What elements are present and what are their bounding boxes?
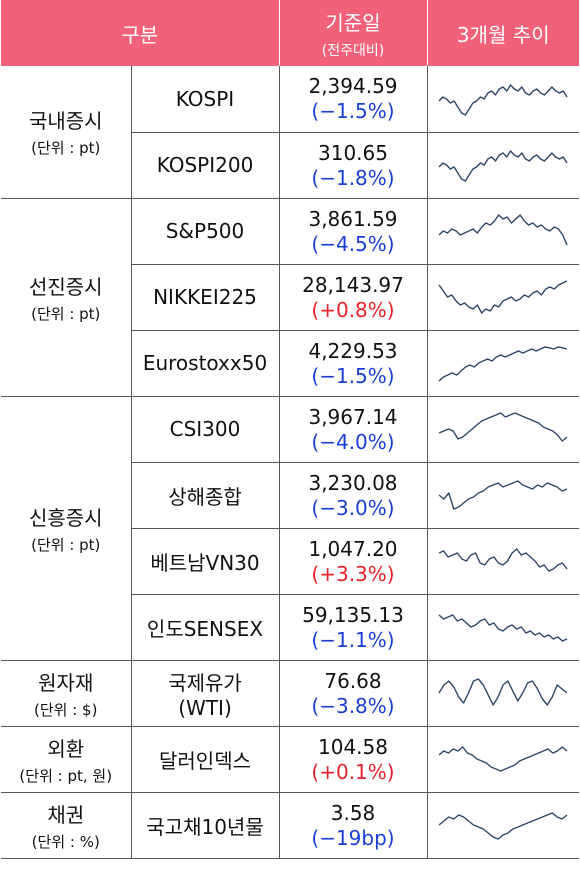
row-value: 4,229.53 (−1.5%)	[278, 329, 428, 397]
group-bond: 채권 (단위 : %)	[1, 791, 132, 859]
row-value: 1,047.20 (+3.3%)	[278, 527, 428, 595]
change-value: (−4.5%)	[311, 231, 395, 256]
row-value: 28,143.97 (+0.8%)	[278, 263, 428, 331]
row-name: 베트남VN30	[131, 527, 280, 595]
sparkline-line	[438, 746, 568, 772]
row-name: 달러인덱스	[130, 725, 280, 793]
trend-sparkline	[426, 659, 579, 727]
sparkline-chart	[438, 678, 568, 706]
trend-sparkline	[426, 197, 579, 265]
trend-sparkline	[426, 263, 579, 331]
sparkline-chart	[438, 746, 568, 772]
row-value: 104.58 (+0.1%)	[278, 725, 428, 793]
change-value: (−1.5%)	[311, 363, 395, 388]
row-name: 국고채10년물	[130, 791, 280, 859]
header-category: 구분	[1, 0, 280, 66]
header-base-date-main: 기준일	[325, 10, 381, 35]
trend-sparkline	[426, 725, 579, 793]
row-value: 3,861.59 (−4.5%)	[278, 197, 428, 265]
sparkline-chart	[438, 346, 568, 382]
change-value: (+3.3%)	[311, 561, 395, 586]
row-name: 국제유가 (WTI)	[130, 659, 280, 727]
change-value: (−3.0%)	[311, 495, 395, 520]
sparkline-chart	[438, 812, 568, 840]
trend-sparkline	[426, 329, 579, 397]
header-trend: 3개월 추이	[427, 0, 579, 66]
change-value: (−19bp)	[311, 825, 395, 850]
row-name: CSI300	[130, 395, 280, 463]
row-name: S&P500	[130, 197, 280, 265]
sparkline-line	[438, 84, 568, 116]
trend-sparkline	[426, 791, 579, 859]
change-value: (−4.0%)	[311, 429, 395, 454]
change-value: (−1.5%)	[311, 99, 395, 124]
header-row: 구분 기준일 (전주대비) 3개월 추이	[1, 0, 579, 66]
sparkline-line	[438, 480, 568, 510]
change-value: (−1.8%)	[311, 165, 395, 190]
row-value: 3,230.08 (−3.0%)	[278, 461, 428, 529]
sparkline-chart	[438, 280, 568, 314]
row-name: NIKKEI225	[131, 263, 280, 331]
row-name: KOSPI	[130, 66, 280, 133]
group-emerging: 신흥증시 (단위 : pt)	[1, 395, 132, 661]
header-base-date: 기준일 (전주대비)	[279, 0, 428, 66]
group-commodity: 원자재 (단위 : $)	[1, 659, 132, 727]
market-summary-table: 구분 기준일 (전주대비) 3개월 추이 국내증시 (단위 : pt) KOSPI…	[1, 0, 579, 859]
trend-sparkline	[426, 527, 579, 595]
sparkline-chart	[438, 214, 568, 246]
sparkline-line	[438, 280, 568, 314]
row-name: 상해종합	[131, 461, 280, 529]
change-value: (−1.1%)	[311, 627, 395, 652]
group-domestic: 국내증시 (단위 : pt)	[1, 66, 132, 199]
sparkline-line	[438, 412, 568, 442]
sparkline-line	[438, 346, 568, 382]
change-value: (+0.1%)	[311, 759, 395, 784]
change-value: (+0.8%)	[311, 297, 395, 322]
trend-sparkline	[426, 131, 579, 199]
sparkline-line	[438, 214, 568, 246]
sparkline-chart	[438, 548, 568, 572]
sparkline-chart	[438, 84, 568, 116]
row-value: 3.58 (−19bp)	[278, 791, 428, 859]
sparkline-line	[438, 548, 568, 572]
row-value: 2,394.59 (−1.5%)	[278, 66, 428, 133]
sparkline-line	[438, 812, 568, 840]
row-value: 76.68 (−3.8%)	[278, 659, 428, 727]
row-value: 3,967.14 (−4.0%)	[278, 395, 428, 463]
row-name: KOSPI200	[131, 131, 280, 199]
trend-sparkline	[426, 66, 579, 133]
sparkline-line	[438, 678, 568, 706]
trend-sparkline	[426, 593, 579, 661]
header-base-date-sub: (전주대비)	[321, 42, 385, 59]
row-value: 59,135.13 (−1.1%)	[278, 593, 428, 661]
row-name: 인도SENSEX	[131, 593, 280, 661]
sparkline-chart	[438, 614, 568, 642]
group-developed: 선진증시 (단위 : pt)	[1, 197, 132, 397]
sparkline-chart	[438, 480, 568, 510]
sparkline-chart	[438, 150, 568, 182]
trend-sparkline	[426, 395, 579, 463]
sparkline-chart	[438, 412, 568, 442]
sparkline-line	[438, 614, 568, 642]
group-fx: 외환 (단위 : pt, 원)	[1, 725, 132, 793]
trend-sparkline	[426, 461, 579, 529]
sparkline-line	[438, 150, 568, 182]
change-value: (−3.8%)	[311, 693, 395, 718]
row-value: 310.65 (−1.8%)	[278, 131, 428, 199]
row-name: Eurostoxx50	[131, 329, 280, 397]
